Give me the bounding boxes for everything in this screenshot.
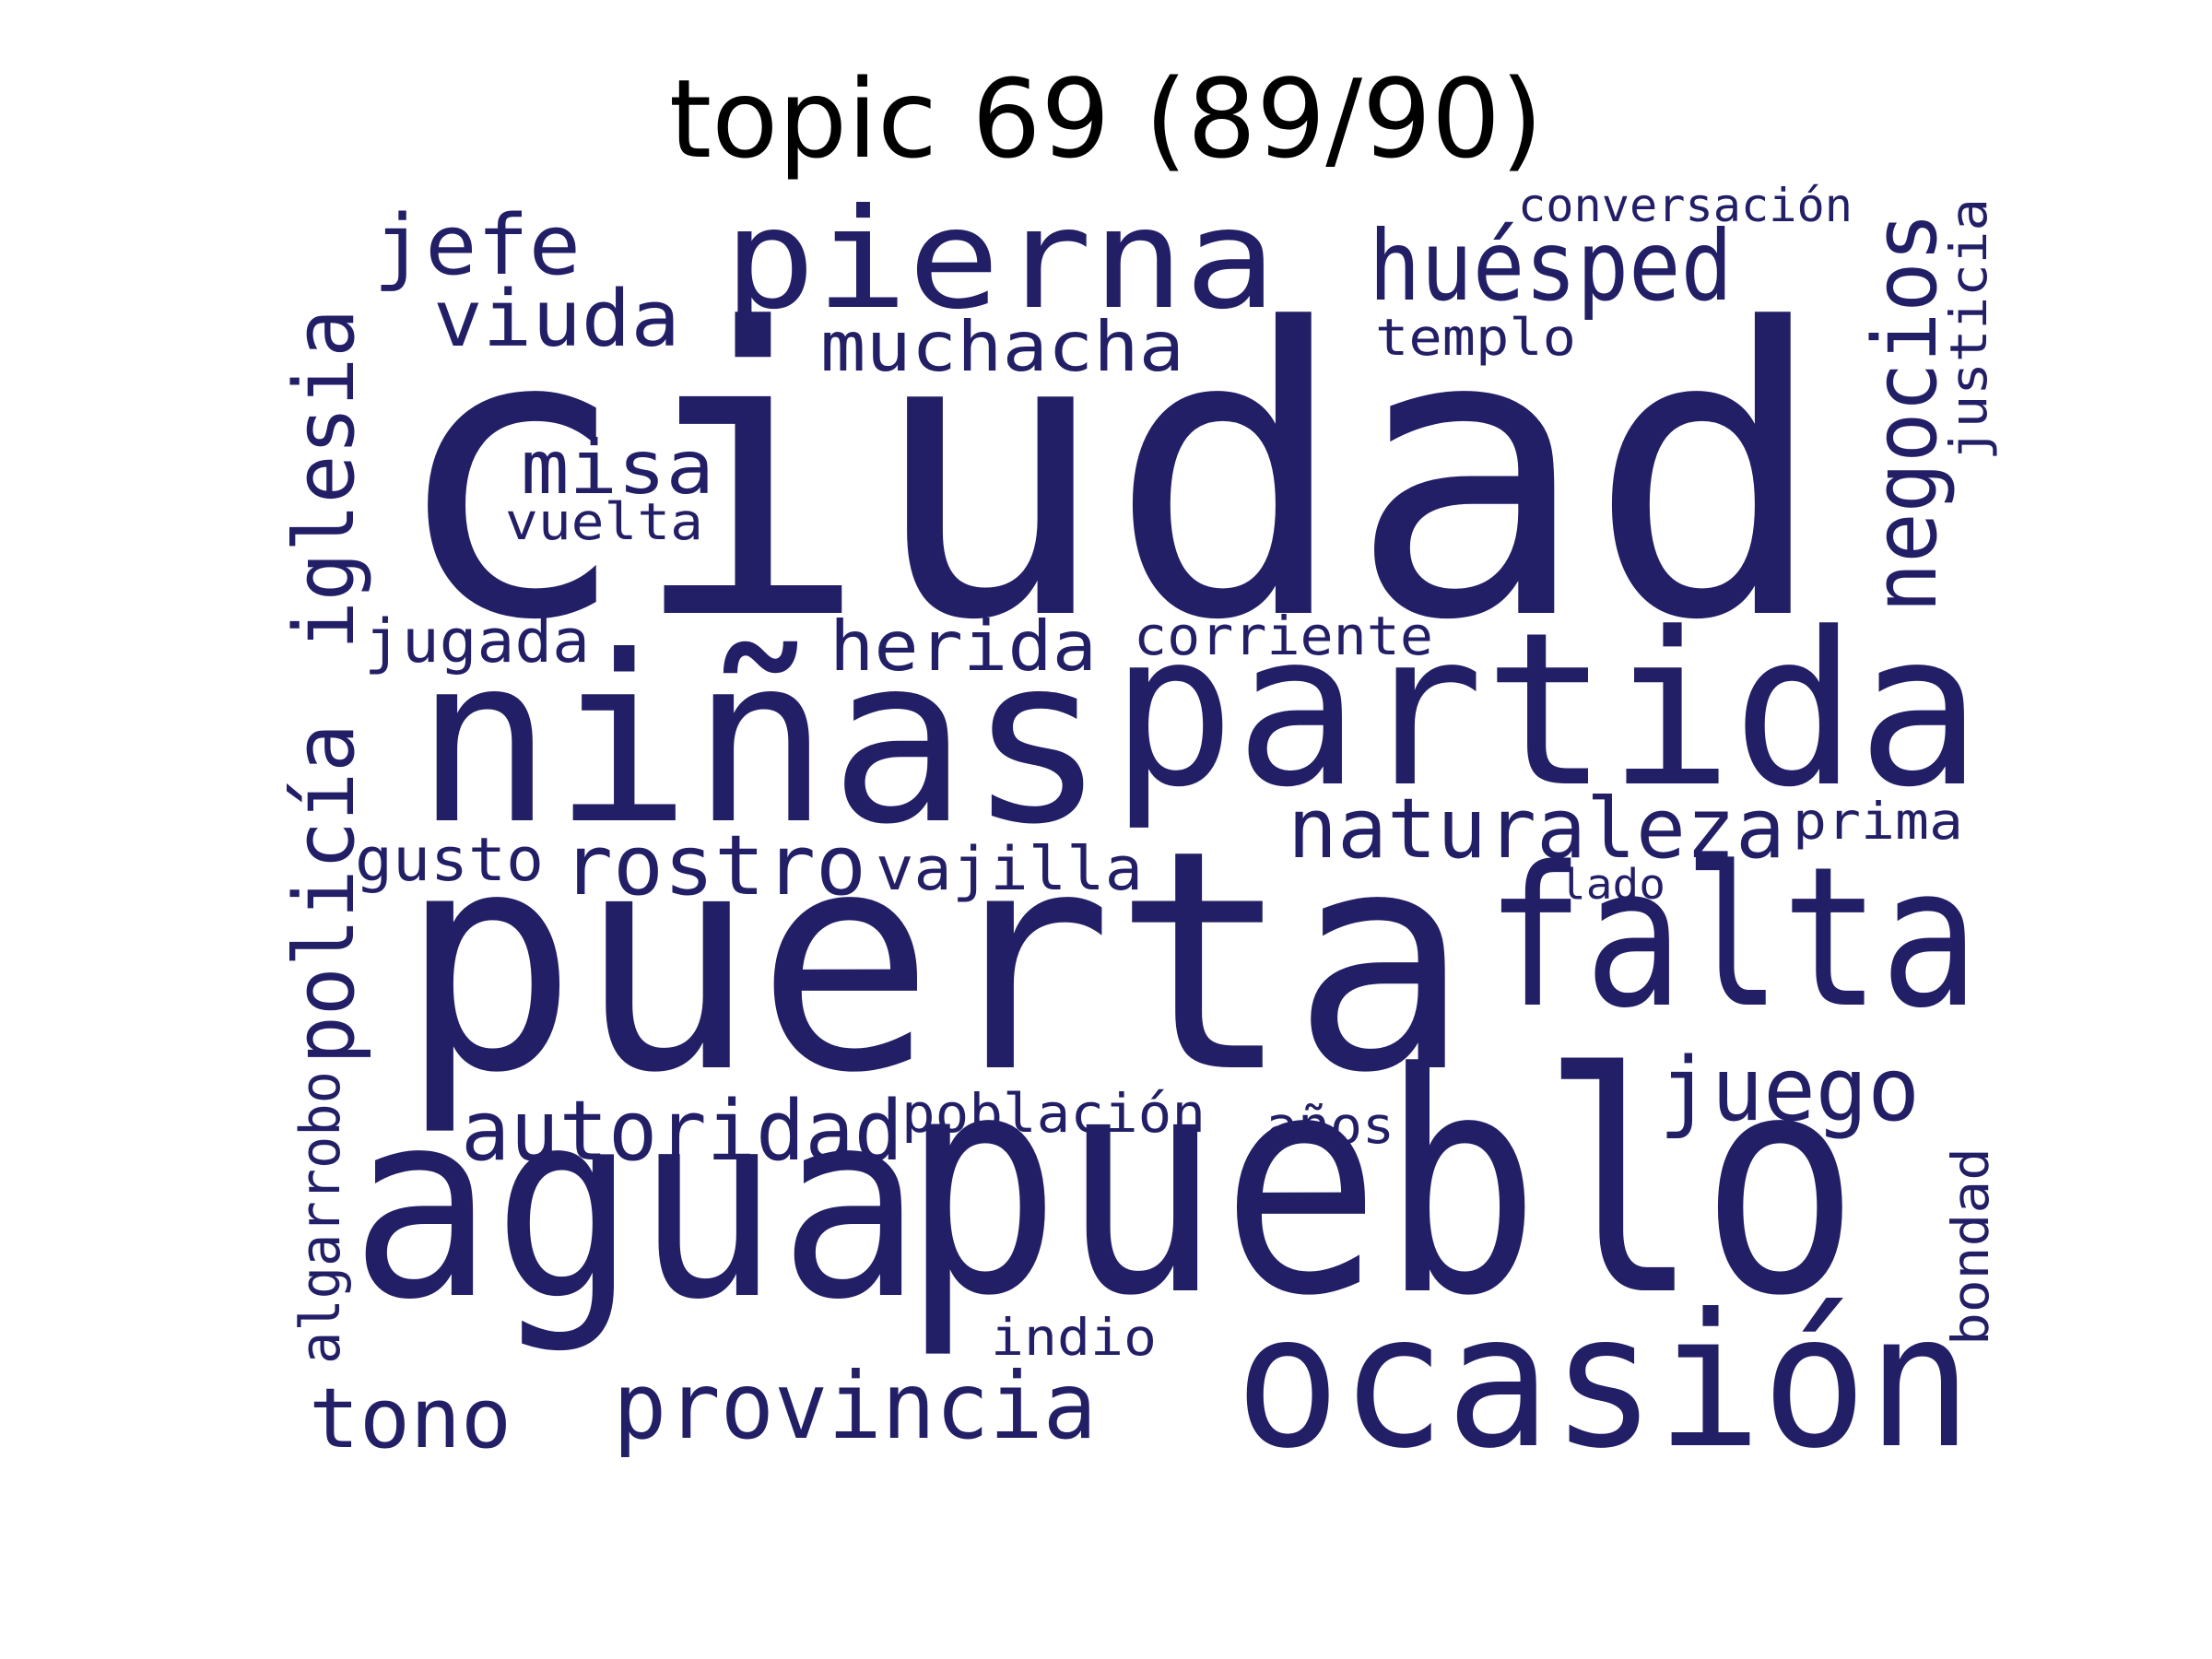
word-algarrobo: algarrobo	[288, 1071, 353, 1364]
word-huesped: huésped	[1369, 210, 1733, 323]
word-rostro: rostro	[562, 818, 866, 914]
word-ocasion: ocasión	[1235, 1275, 1972, 1489]
word-vajilla: vajilla	[876, 835, 1143, 904]
word-iglesia: iglesia	[276, 309, 373, 650]
word-tono: tono	[309, 1371, 512, 1467]
word-prima: prima	[1793, 792, 1963, 851]
word-lado: lado	[1559, 860, 1665, 909]
word-policia: policía	[276, 724, 373, 1065]
word-partida: partida	[1111, 588, 1982, 834]
word-falta: falta	[1486, 825, 1979, 1051]
word-corriente: corriente	[1134, 605, 1433, 667]
word-naturaleza: naturaleza	[1288, 781, 1785, 877]
word-jefe: jefe	[373, 197, 581, 294]
word-viuda: viuda	[433, 274, 680, 365]
word-gusto: gusto	[355, 826, 544, 895]
word-conversacion: conversación	[1518, 179, 1853, 232]
word-ninas: niñas	[415, 606, 1106, 875]
word-indio: indio	[991, 1308, 1157, 1367]
word-pierna: pierna	[724, 180, 1277, 340]
word-justicia: justicia	[1939, 198, 1998, 461]
word-juego: juego	[1659, 1040, 1920, 1141]
word-anos: años	[1265, 1096, 1394, 1155]
word-herida: herida	[830, 606, 1097, 687]
word-ciudad: ciudad	[390, 246, 1828, 707]
word-muchacha: muchacha	[820, 306, 1184, 387]
word-misa: misa	[521, 425, 714, 511]
word-puerta: puerta	[399, 785, 1470, 1139]
word-provincia: provincia	[613, 1352, 1097, 1460]
word-templo: templo	[1375, 308, 1576, 367]
word-autoridad: autoridad	[461, 1083, 903, 1180]
word-negocios: negocios	[1855, 212, 1957, 613]
word-pueblo: pueblo	[901, 1008, 1860, 1362]
word-poblacion: población	[901, 1082, 1206, 1145]
figure-title: topic 69 (89/90)	[668, 55, 1544, 182]
word-jugada: jugada	[364, 607, 590, 677]
word-bondad: bondad	[1941, 1147, 2000, 1346]
word-agua: agua	[350, 1056, 922, 1357]
word-vuelta: vuelta	[505, 492, 703, 551]
